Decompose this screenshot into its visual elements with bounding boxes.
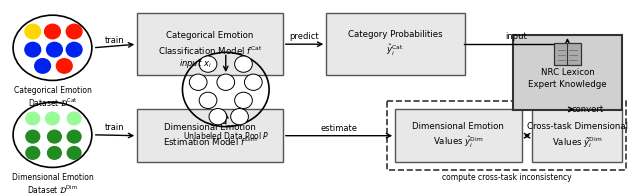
Circle shape	[56, 59, 72, 73]
Text: train: train	[105, 36, 125, 45]
Circle shape	[67, 112, 81, 125]
Circle shape	[47, 130, 61, 143]
Text: Dataset $\mathcal{D}^{\mathrm{Cat}}$: Dataset $\mathcal{D}^{\mathrm{Cat}}$	[28, 97, 77, 109]
FancyBboxPatch shape	[395, 109, 522, 162]
Circle shape	[209, 109, 227, 125]
Text: Dimensional Emotion
Estimation Model $f^{\mathrm{Dim}}$: Dimensional Emotion Estimation Model $f^…	[163, 123, 257, 149]
Circle shape	[67, 130, 81, 143]
FancyBboxPatch shape	[137, 109, 284, 162]
Text: Unlabeled Data Pool $P$: Unlabeled Data Pool $P$	[182, 130, 269, 141]
Circle shape	[199, 56, 217, 72]
Circle shape	[217, 74, 235, 90]
Text: NRC Lexicon
Expert Knowledge: NRC Lexicon Expert Knowledge	[528, 56, 607, 89]
Circle shape	[67, 24, 82, 39]
Text: predict: predict	[290, 32, 319, 41]
Text: Categorical Emotion
Classification Model $f^{\mathrm{Cat}}$: Categorical Emotion Classification Model…	[158, 31, 262, 57]
Circle shape	[26, 147, 40, 159]
Circle shape	[189, 74, 207, 90]
Text: train: train	[105, 123, 125, 132]
Text: convert: convert	[571, 105, 603, 114]
Circle shape	[35, 59, 51, 73]
Text: Category Probabilities
$\hat{y}_i^{\mathrm{Cat}}$: Category Probabilities $\hat{y}_i^{\math…	[348, 30, 442, 58]
Circle shape	[26, 112, 40, 125]
FancyBboxPatch shape	[513, 35, 622, 110]
FancyBboxPatch shape	[554, 43, 581, 65]
Text: compute cross-task inconsistency: compute cross-task inconsistency	[442, 173, 571, 182]
Text: Cross-task Dimensional
Values $\tilde{y}_i^{\mathrm{Dim}}$: Cross-task Dimensional Values $\tilde{y}…	[527, 122, 628, 150]
Text: estimate: estimate	[321, 124, 358, 133]
Circle shape	[25, 24, 41, 39]
Circle shape	[230, 109, 248, 125]
FancyBboxPatch shape	[532, 109, 622, 162]
Circle shape	[26, 130, 40, 143]
FancyBboxPatch shape	[326, 13, 465, 75]
Text: input: input	[505, 32, 527, 41]
Circle shape	[67, 42, 82, 57]
FancyBboxPatch shape	[137, 13, 284, 75]
Circle shape	[25, 42, 41, 57]
Circle shape	[199, 92, 217, 109]
Circle shape	[235, 92, 252, 109]
Text: Categorical Emotion: Categorical Emotion	[13, 86, 92, 95]
Circle shape	[45, 112, 60, 125]
Circle shape	[45, 24, 60, 39]
Circle shape	[47, 42, 62, 57]
Circle shape	[47, 147, 61, 159]
Circle shape	[235, 56, 252, 72]
Circle shape	[244, 74, 262, 90]
Circle shape	[67, 147, 81, 159]
Text: Dataset $\mathcal{D}^{\mathrm{Dim}}$: Dataset $\mathcal{D}^{\mathrm{Dim}}$	[27, 184, 78, 196]
Text: input $x_i$: input $x_i$	[179, 57, 212, 70]
Text: Dimensional Emotion: Dimensional Emotion	[12, 173, 93, 182]
Text: Dimensional Emotion
Values $\hat{y}_i^{\mathrm{Dim}}$: Dimensional Emotion Values $\hat{y}_i^{\…	[412, 122, 504, 150]
